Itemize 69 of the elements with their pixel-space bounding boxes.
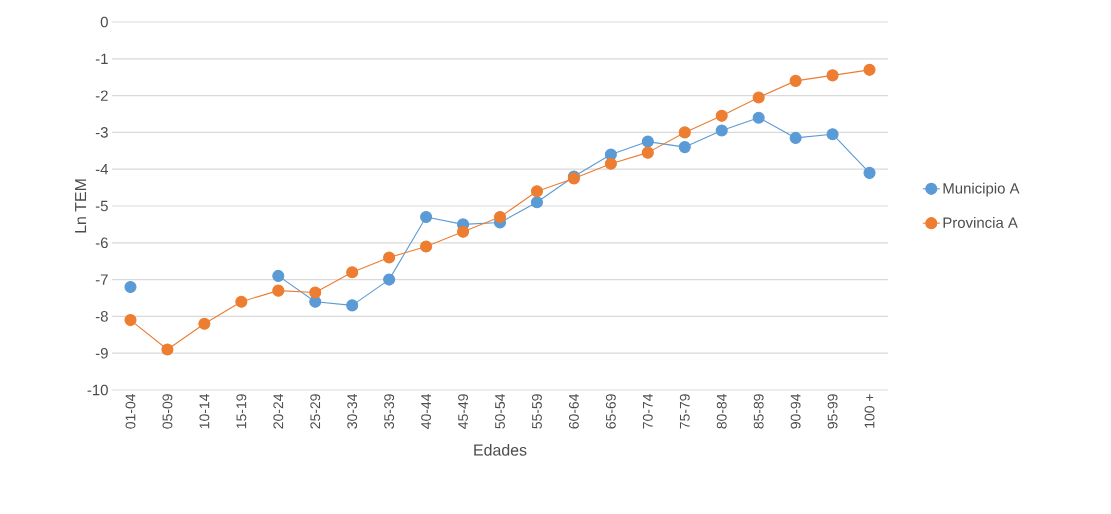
y-tick-label: -5 [95,200,108,212]
legend-label: Provincia A [943,216,1018,228]
x-tick-label: 10-14 [199,393,210,429]
point [530,185,544,198]
point [346,266,359,279]
x-tick-label: 90-94 [790,393,801,429]
x-tick-label: 15-19 [236,394,247,429]
x-tick-label: 35-39 [384,394,395,429]
y-tick-label: -10 [87,384,108,396]
x-tick-label: 40-44 [421,393,432,429]
x-tick-label: 70-74 [642,393,653,429]
point [235,295,248,308]
point [346,299,359,312]
point [383,251,396,264]
y-tick-label: -4 [95,164,109,175]
x-tick-label: 05-09 [162,394,173,429]
x-tick-label: 20-24 [273,393,284,429]
y-tick-label: -1 [95,53,108,64]
y-tick-label: -7 [95,274,108,285]
x-tick-label: 80-84 [716,393,727,429]
x-tick-label: 65-69 [605,394,616,429]
x-tick-label: 55-59 [532,394,542,429]
point [752,111,765,124]
x-tick-label: 25-29 [310,394,321,429]
point [789,74,802,87]
point [789,131,802,144]
point [161,343,174,356]
point [826,69,839,82]
y-tick-label: -9 [95,347,108,359]
point [198,317,211,330]
point [604,157,617,170]
point [272,269,285,282]
y-axis-title: Ln TEM [75,179,87,233]
point [678,126,691,139]
x-tick-label: 50-54 [495,393,505,429]
point [863,63,876,76]
x-tick-label: 30-34 [347,393,358,429]
point [863,166,876,179]
point [530,196,544,209]
x-tick-label: 85-89 [753,394,764,429]
x-tick-label: 01-04 [125,393,136,429]
y-tick-label: -3 [95,127,108,138]
point [752,91,765,104]
point [457,225,470,238]
legend-label: Municipio A [943,182,1020,197]
point [420,240,433,253]
x-tick-label: 75-79 [679,394,690,429]
x-axis-title: Edades [474,444,527,456]
y-tick-label: -6 [95,237,108,249]
x-tick-label: 100 + [864,394,875,428]
y-tick-label: 0 [100,16,108,28]
point [124,280,137,294]
x-tick-label: 95-99 [827,394,838,429]
point [309,286,322,299]
point [715,109,728,122]
point [641,146,654,159]
y-tick-label: -8 [95,311,108,322]
point [678,141,691,154]
point [272,284,285,297]
point [641,135,654,148]
point [383,273,396,286]
point [124,314,137,327]
y-tick-label: -2 [95,90,108,101]
point [493,210,507,224]
point [420,210,433,224]
point [715,124,728,137]
x-tick-label: 45-49 [458,394,468,429]
point [826,128,839,141]
x-tick-label: 60-64 [568,393,579,429]
